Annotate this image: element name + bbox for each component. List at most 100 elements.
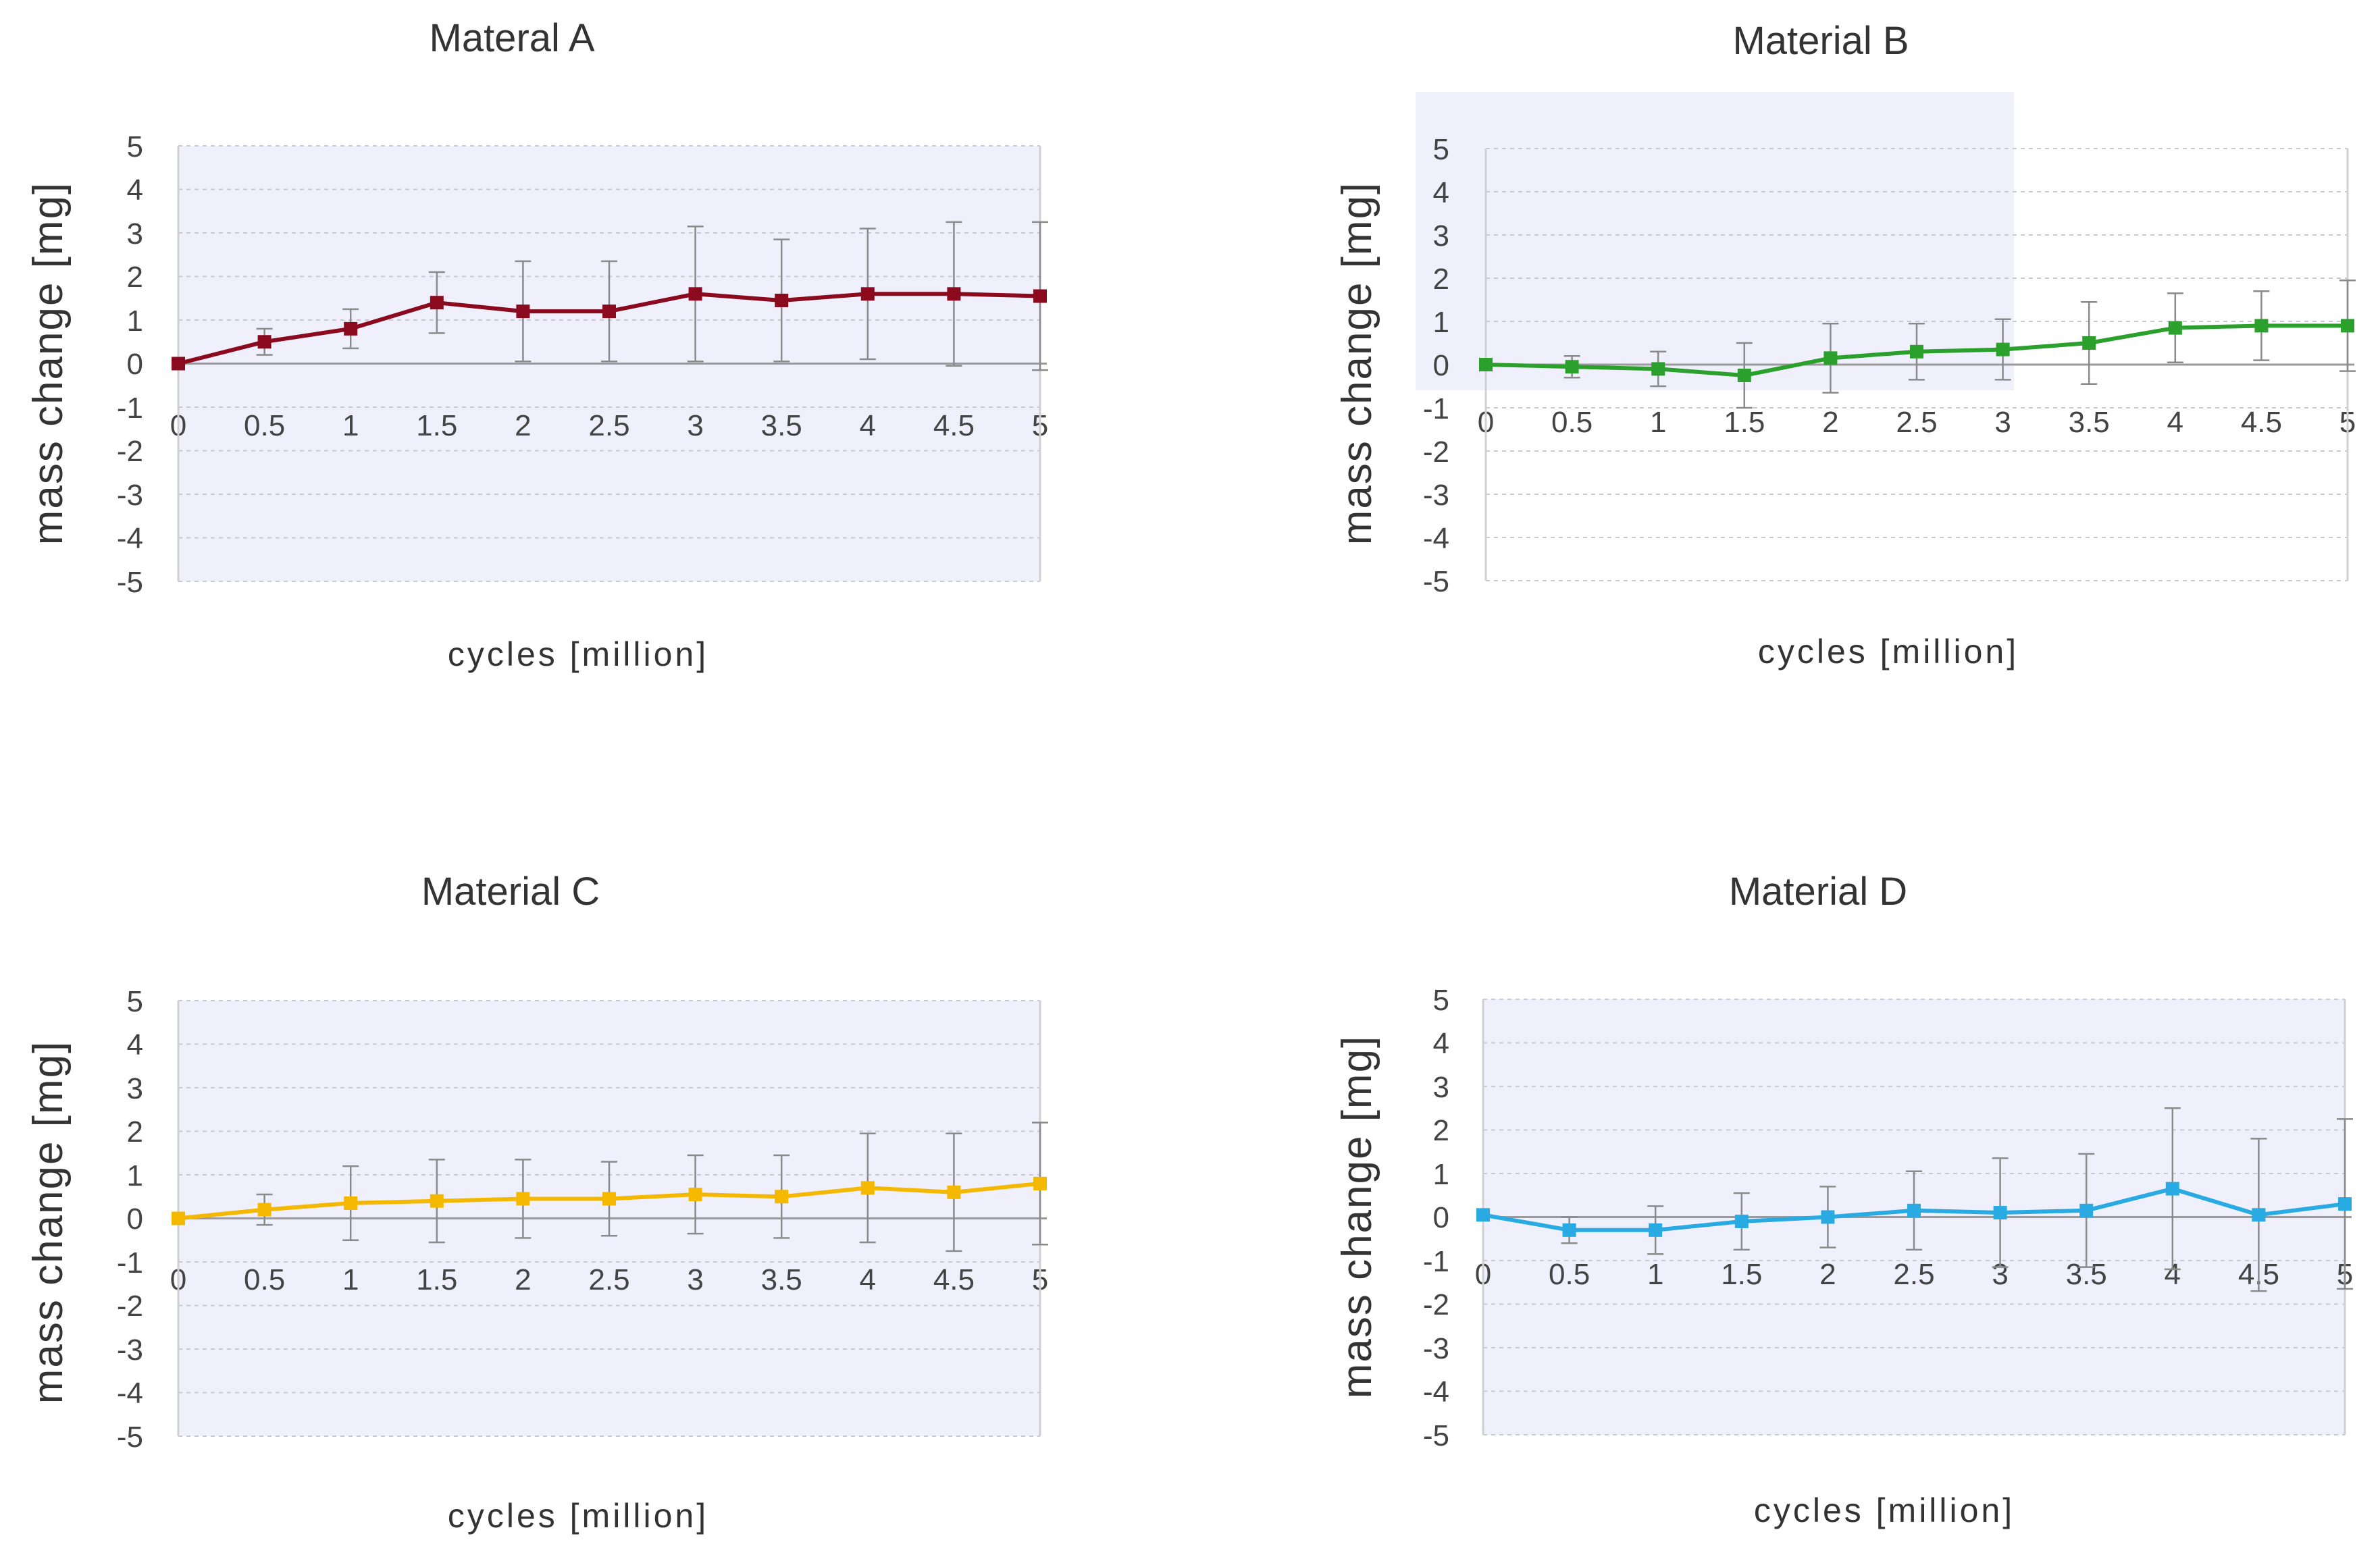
chart-b: Material B cycles [million] mass change … [1334, 19, 2356, 670]
chart-b-data-point [2254, 319, 2269, 333]
chart-c-data-point [1033, 1176, 1047, 1190]
chart-b-x-tick: 1.5 [1724, 406, 1765, 439]
chart-d-x-tick: 1.5 [1721, 1258, 1762, 1291]
chart-c-data-point [688, 1188, 702, 1202]
chart-d-x-axis-label: cycles [million] [1754, 1492, 2015, 1529]
chart-b-x-tick: 0.5 [1551, 406, 1593, 439]
chart-a-x-axis-label: cycles [million] [448, 635, 708, 673]
chart-c-x-tick: 2.5 [588, 1263, 629, 1296]
chart-a-x-tick: 1 [342, 409, 359, 442]
chart-c-data-point [257, 1203, 271, 1217]
chart-c-x-tick: 1 [342, 1263, 359, 1296]
chart-a-y-tick: 4 [127, 174, 143, 207]
chart-c-y-tick: 4 [127, 1028, 143, 1061]
chart-b-y-tick: -4 [1423, 522, 1449, 555]
chart-b-x-tick: 4 [2167, 406, 2183, 439]
chart-d-y-axis-label: mass change [mg] [1334, 1035, 1380, 1399]
chart-d-data-point [1821, 1210, 1835, 1224]
chart-b-y-tick: 2 [1433, 263, 1449, 296]
chart-c-title: Material C [421, 870, 600, 914]
chart-b-data-point [1823, 351, 1838, 365]
chart-d-data-point [1649, 1223, 1663, 1237]
chart-a-x-tick: 4.5 [933, 409, 975, 442]
chart-d-y-tick: -1 [1423, 1245, 1449, 1278]
chart-c-x-tick: 2 [515, 1263, 531, 1296]
chart-b-y-tick: 0 [1433, 349, 1449, 382]
chart-c-x-tick: 3.5 [761, 1263, 802, 1296]
chart-b-y-tick: -5 [1423, 565, 1449, 598]
chart-d-data-point [1907, 1203, 1921, 1217]
chart-b-highlight-band [1416, 92, 2014, 390]
chart-a-data-point [1033, 289, 1047, 303]
chart-a-data-point [860, 287, 875, 301]
chart-c-data-point [775, 1190, 789, 1204]
chart-b-x-tick: 2.5 [1896, 406, 1937, 439]
chart-a-data-point [688, 287, 702, 301]
chart-b-data-point [1565, 360, 1579, 374]
chart-a-y-tick: 2 [127, 261, 143, 294]
chart-c-x-tick: 3 [687, 1263, 703, 1296]
chart-b-y-tick: 5 [1433, 133, 1449, 166]
chart-c: Material C cycles [million] mass change … [25, 870, 1048, 1535]
chart-d-y-tick: -4 [1423, 1375, 1449, 1408]
chart-d-data-point [1562, 1223, 1576, 1237]
chart-a-y-tick: -4 [117, 522, 143, 555]
chart-a-x-tick: 3 [687, 409, 703, 442]
chart-a-y-tick: -1 [117, 392, 143, 425]
chart-c-y-tick: -4 [117, 1377, 143, 1410]
chart-d-y-tick: -5 [1423, 1419, 1449, 1452]
chart-a-data-point [172, 357, 185, 371]
chart-a-y-axis-label: mass change [mg] [25, 182, 72, 546]
chart-d-data-point [2165, 1182, 2179, 1196]
chart-b-y-tick: -3 [1423, 479, 1449, 512]
chart-a-x-tick: 3.5 [761, 409, 802, 442]
chart-b-y-tick: -2 [1423, 436, 1449, 469]
chart-d-y-tick: 0 [1433, 1201, 1449, 1234]
chart-b-data-point [1737, 369, 1751, 382]
chart-c-x-tick: 4.5 [933, 1263, 975, 1296]
chart-c-data-point [516, 1192, 530, 1206]
chart-d-y-tick: -2 [1423, 1288, 1449, 1321]
chart-c-y-tick: 3 [127, 1072, 143, 1105]
chart-b-y-axis-label: mass change [mg] [1334, 182, 1380, 546]
chart-c-y-tick: -3 [117, 1334, 143, 1367]
chart-c-x-tick: 4 [860, 1263, 876, 1296]
chart-a: Materal A cycles [million] mass change [… [25, 16, 1048, 673]
chart-d-x-tick: 0.5 [1549, 1258, 1590, 1291]
chart-a-data-point [602, 305, 616, 319]
chart-d-title: Material D [1729, 870, 1907, 914]
chart-d-x-tick: 2.5 [1893, 1258, 1934, 1291]
chart-c-y-tick: 2 [127, 1115, 143, 1149]
chart-c-x-tick: 0.5 [244, 1263, 285, 1296]
chart-b-data-point [2168, 321, 2182, 335]
chart-a-y-tick: -3 [117, 479, 143, 512]
chart-c-y-tick: 0 [127, 1203, 143, 1236]
chart-b-y-ticks: 5 4 3 2 1 0 -1 -2 -3 -4 -5 [1423, 133, 1449, 598]
chart-c-x-tick: 1.5 [416, 1263, 457, 1296]
chart-d-y-tick: 4 [1433, 1027, 1449, 1060]
chart-b-y-tick: -1 [1423, 392, 1449, 425]
chart-a-y-tick: -2 [117, 435, 143, 468]
chart-a-y-tick: -5 [117, 566, 143, 599]
chart-d-data-point [2252, 1208, 2266, 1222]
chart-b-y-tick: 4 [1433, 176, 1449, 209]
chart-b-y-tick: 1 [1433, 306, 1449, 339]
chart-c-x-axis-label: cycles [million] [448, 1497, 708, 1535]
chart-d-x-tick: 1 [1647, 1258, 1663, 1291]
chart-c-y-tick: -5 [117, 1421, 143, 1454]
chart-b-title: Material B [1732, 19, 1909, 63]
chart-d-data-point [1993, 1206, 2007, 1220]
chart-a-data-point [257, 335, 271, 349]
chart-a-data-point [947, 287, 961, 301]
chart-b-x-axis-label: cycles [million] [1758, 633, 2019, 670]
chart-b-x-ticks: 0 0.5 1 1.5 2 2.5 3 3.5 4 4.5 5 [1478, 406, 2356, 439]
chart-d: Material D cycles [million] mass change … [1334, 870, 2353, 1529]
chart-b-x-tick: 3 [1994, 406, 2011, 439]
chart-c-y-axis-label: mass change [mg] [25, 1040, 72, 1404]
chart-d-x-tick: 2 [1819, 1258, 1836, 1291]
chart-b-data-point [1651, 362, 1665, 376]
chart-b-data-point [1479, 358, 1493, 371]
chart-d-data-point [2079, 1203, 2094, 1217]
chart-d-y-tick: 1 [1433, 1158, 1449, 1191]
